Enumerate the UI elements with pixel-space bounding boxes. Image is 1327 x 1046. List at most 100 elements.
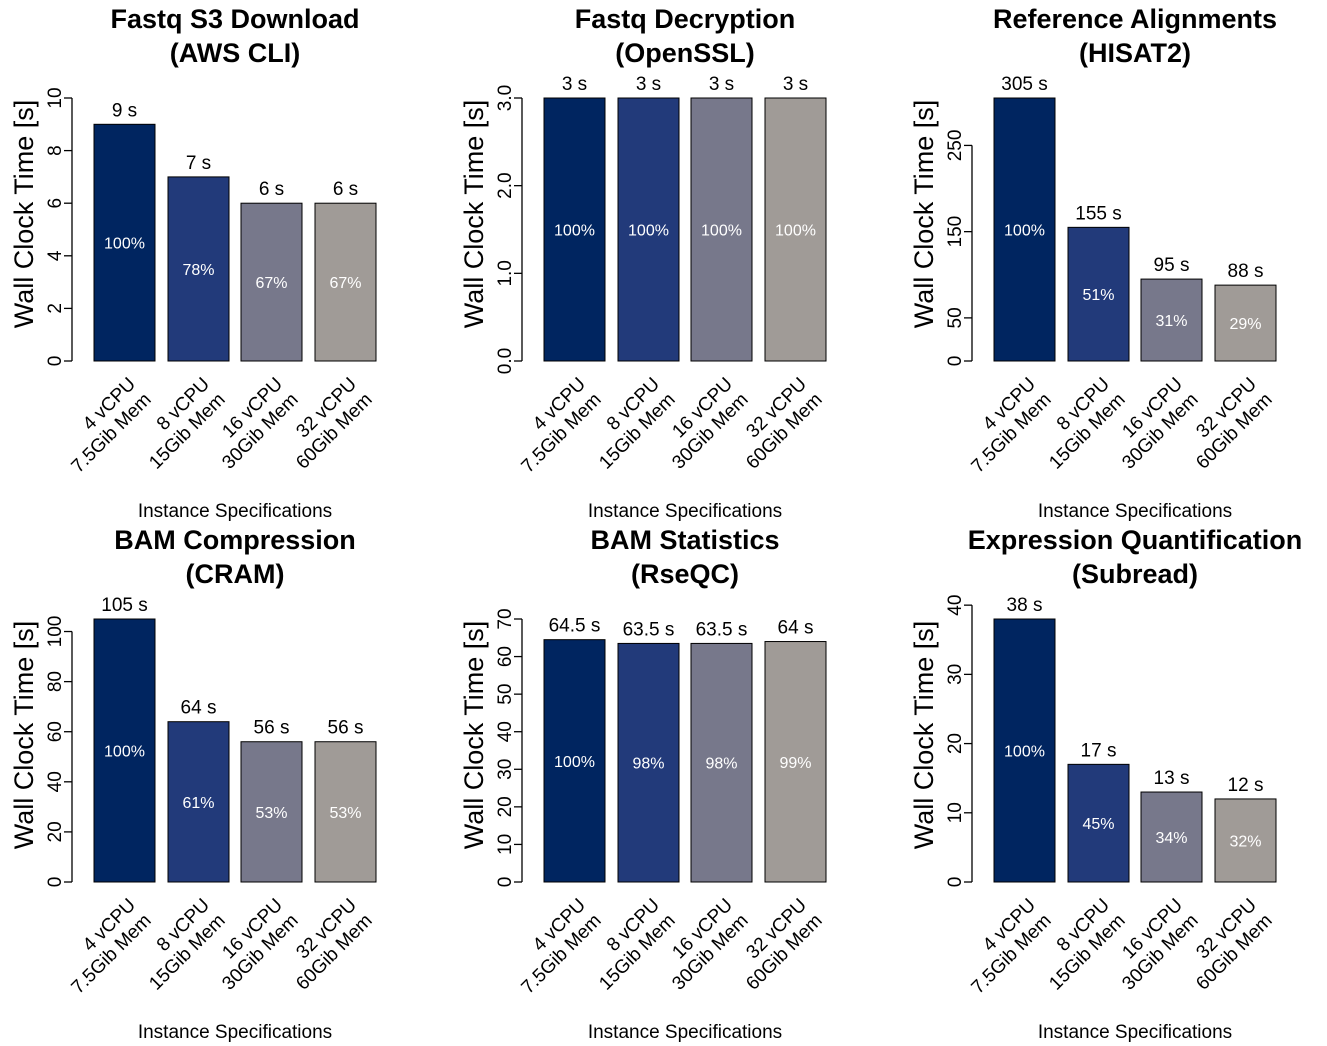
y-tick-label: 250	[945, 130, 966, 162]
bar-percent-label: 53%	[255, 805, 287, 822]
y-tick-label: 100	[45, 616, 66, 648]
bar-value-label: 155 s	[1075, 203, 1121, 224]
bar-percent-label: 34%	[1155, 830, 1187, 847]
bar-value-label: 64.5 s	[549, 616, 601, 637]
y-tick-label: 20	[45, 821, 66, 842]
bar	[617, 97, 680, 362]
y-tick-label: 2	[45, 303, 66, 314]
bar-percent-label: 67%	[329, 275, 361, 292]
chart-title-line-2: (CRAM)	[186, 559, 285, 589]
bar-percent-label: 100%	[554, 754, 595, 771]
bar	[690, 97, 753, 362]
y-axis-label: Wall Clock Time [s]	[459, 100, 489, 329]
y-tick-label: 150	[945, 216, 966, 248]
bar-percent-label: 100%	[104, 744, 145, 761]
chart-title-line-1: BAM Statistics	[590, 525, 779, 555]
bar-value-label: 88 s	[1228, 261, 1264, 282]
bar	[167, 176, 230, 362]
chart-panel-6: Expression Quantification (Subread) Wall C…	[909, 525, 1302, 1043]
y-tick-label: 3.0	[495, 85, 516, 111]
bar-percent-label: 67%	[255, 275, 287, 292]
chart-title-line-2: (AWS CLI)	[170, 38, 300, 68]
bar-value-label: 9 s	[112, 100, 137, 121]
bar-value-label: 6 s	[333, 179, 358, 200]
chart-title-line-2: (Subread)	[1072, 559, 1198, 589]
y-tick-label: 50	[945, 307, 966, 328]
y-axis-label: Wall Clock Time [s]	[9, 100, 39, 329]
bar-percent-label: 51%	[1082, 287, 1114, 304]
bar	[314, 741, 377, 883]
chart-title-line-2: (RseQC)	[631, 559, 739, 589]
y-axis-label: Wall Clock Time [s]	[9, 621, 39, 850]
y-tick-label: 40	[495, 721, 516, 742]
y-tick-label: 60	[495, 646, 516, 667]
bar-value-label: 64 s	[778, 618, 814, 639]
bar-percent-label: 29%	[1229, 316, 1261, 333]
chart-panel-4: BAM Compression (CRAM) Wall Clock Time [s]…	[9, 525, 377, 1043]
y-tick-label: 0	[945, 356, 966, 367]
bar-percent-label: 53%	[329, 805, 361, 822]
bar	[1214, 284, 1277, 362]
bar	[764, 97, 827, 362]
bar-value-label: 12 s	[1228, 775, 1264, 796]
bar-percent-label: 31%	[1155, 313, 1187, 330]
bar-percent-label: 100%	[1004, 223, 1045, 240]
chart-title-line-1: Fastq S3 Download	[110, 4, 359, 34]
chart-title-line-2: (OpenSSL)	[615, 38, 755, 68]
bar-value-label: 13 s	[1154, 768, 1190, 789]
bar	[764, 641, 827, 883]
chart-panel-1: Fastq S3 Download (AWS CLI) Wall Clock Tim…	[9, 4, 377, 522]
bar-value-label: 63.5 s	[623, 619, 675, 640]
bar-value-label: 6 s	[259, 179, 284, 200]
bar-value-label: 7 s	[186, 153, 211, 174]
bar-value-label: 3 s	[783, 74, 808, 95]
bar-percent-label: 98%	[705, 756, 737, 773]
y-tick-label: 0	[945, 877, 966, 888]
bar-percent-label: 99%	[779, 755, 811, 772]
bar	[1140, 278, 1203, 362]
x-axis-label: Instance Specifications	[588, 501, 782, 522]
bar-percent-label: 100%	[554, 223, 595, 240]
y-tick-label: 10	[45, 87, 66, 108]
y-tick-label: 1.0	[495, 260, 516, 286]
bar	[543, 639, 606, 883]
bar-percent-label: 32%	[1229, 833, 1261, 850]
bar	[240, 741, 303, 883]
bar-percent-label: 61%	[182, 795, 214, 812]
bar	[543, 97, 606, 362]
chart-title-line-1: Reference Alignments	[993, 4, 1277, 34]
x-axis-label: Instance Specifications	[1038, 501, 1232, 522]
bar-value-label: 17 s	[1081, 740, 1117, 761]
bar	[1067, 226, 1130, 362]
y-axis-label: Wall Clock Time [s]	[909, 100, 939, 329]
y-tick-label: 6	[45, 198, 66, 209]
y-tick-label: 0.0	[495, 348, 516, 374]
bar-percent-label: 100%	[104, 236, 145, 253]
chart-title-line-1: BAM Compression	[114, 525, 356, 555]
bar-value-label: 3 s	[636, 74, 661, 95]
bar-value-label: 3 s	[562, 74, 587, 95]
bar	[1140, 791, 1203, 883]
bar-value-label: 63.5 s	[696, 619, 748, 640]
bar-value-label: 305 s	[1001, 74, 1047, 95]
y-tick-label: 10	[495, 834, 516, 855]
bar	[993, 97, 1056, 362]
y-tick-label: 70	[495, 608, 516, 629]
bar-percent-label: 100%	[1004, 744, 1045, 761]
bar	[93, 618, 156, 883]
y-axis-label: Wall Clock Time [s]	[459, 621, 489, 850]
bar	[167, 721, 230, 883]
